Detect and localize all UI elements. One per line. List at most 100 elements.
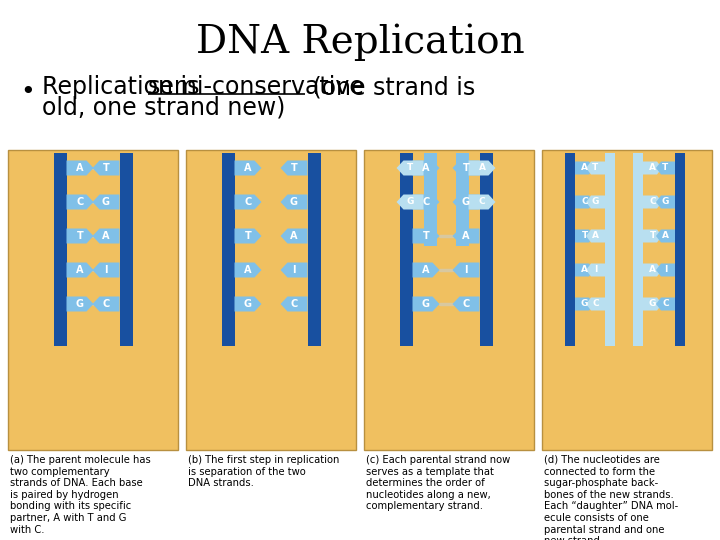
Bar bbox=[222, 153, 235, 346]
Text: T: T bbox=[407, 164, 413, 172]
Text: G: G bbox=[592, 198, 599, 206]
Polygon shape bbox=[452, 262, 480, 278]
Polygon shape bbox=[586, 195, 605, 208]
Text: (d) The nucleotides are
connected to form the
sugar-phosphate back-
bones of the: (d) The nucleotides are connected to for… bbox=[544, 455, 678, 540]
Text: •: • bbox=[21, 80, 35, 104]
Bar bbox=[400, 153, 413, 346]
Polygon shape bbox=[66, 262, 94, 278]
Text: I: I bbox=[292, 265, 296, 275]
Polygon shape bbox=[575, 230, 594, 242]
Text: C: C bbox=[581, 198, 588, 206]
Bar bbox=[675, 153, 685, 346]
Text: (b) The first step in replication
is separation of the two
DNA strands.: (b) The first step in replication is sep… bbox=[188, 455, 339, 488]
Text: I: I bbox=[594, 266, 597, 274]
Text: semi-conservative: semi-conservative bbox=[148, 75, 365, 99]
Text: T: T bbox=[593, 164, 598, 172]
Bar bbox=[542, 150, 712, 450]
Text: old, one strand new): old, one strand new) bbox=[42, 95, 285, 119]
Text: (one strand is: (one strand is bbox=[305, 75, 475, 99]
Text: DNA Replication: DNA Replication bbox=[196, 23, 524, 60]
Polygon shape bbox=[66, 194, 94, 210]
Bar bbox=[364, 150, 534, 450]
Polygon shape bbox=[92, 228, 120, 244]
Text: A: A bbox=[244, 163, 252, 173]
Polygon shape bbox=[575, 298, 594, 310]
Text: A: A bbox=[76, 265, 84, 275]
Bar bbox=[120, 153, 132, 346]
Text: T: T bbox=[662, 164, 669, 172]
Text: C: C bbox=[102, 299, 109, 309]
Polygon shape bbox=[235, 262, 261, 278]
Polygon shape bbox=[281, 194, 307, 210]
Text: C: C bbox=[592, 300, 599, 308]
Text: Replication is: Replication is bbox=[42, 75, 207, 99]
Polygon shape bbox=[656, 298, 675, 310]
Text: T: T bbox=[649, 232, 656, 240]
Text: A: A bbox=[649, 164, 656, 172]
Text: G: G bbox=[290, 197, 298, 207]
Text: I: I bbox=[464, 265, 468, 275]
Text: G: G bbox=[649, 300, 656, 308]
Polygon shape bbox=[586, 230, 605, 242]
Polygon shape bbox=[235, 228, 261, 244]
Polygon shape bbox=[452, 296, 480, 312]
Text: C: C bbox=[423, 197, 430, 207]
Polygon shape bbox=[586, 298, 605, 310]
Text: T: T bbox=[291, 163, 297, 173]
Polygon shape bbox=[66, 160, 94, 176]
Polygon shape bbox=[413, 160, 439, 176]
Text: T: T bbox=[423, 231, 429, 241]
Polygon shape bbox=[643, 161, 662, 174]
Polygon shape bbox=[469, 194, 495, 210]
Polygon shape bbox=[397, 160, 423, 176]
Text: C: C bbox=[244, 197, 251, 207]
Text: G: G bbox=[662, 198, 669, 206]
Polygon shape bbox=[643, 264, 662, 276]
Text: A: A bbox=[592, 232, 599, 240]
Polygon shape bbox=[575, 264, 594, 276]
Text: A: A bbox=[479, 164, 485, 172]
Polygon shape bbox=[413, 194, 439, 210]
Polygon shape bbox=[281, 262, 307, 278]
Polygon shape bbox=[92, 160, 120, 176]
Polygon shape bbox=[92, 262, 120, 278]
Polygon shape bbox=[413, 262, 439, 278]
Polygon shape bbox=[656, 195, 675, 208]
Text: G: G bbox=[462, 197, 470, 207]
Polygon shape bbox=[469, 160, 495, 176]
Bar bbox=[186, 150, 356, 450]
Polygon shape bbox=[66, 228, 94, 244]
Polygon shape bbox=[575, 161, 594, 174]
Polygon shape bbox=[643, 230, 662, 242]
Polygon shape bbox=[281, 160, 307, 176]
Bar bbox=[307, 153, 320, 346]
Text: (c) Each parental strand now
serves as a template that
determines the order of
n: (c) Each parental strand now serves as a… bbox=[366, 455, 510, 511]
Polygon shape bbox=[235, 296, 261, 312]
Polygon shape bbox=[281, 296, 307, 312]
Text: A: A bbox=[290, 231, 298, 241]
Bar bbox=[456, 153, 469, 246]
Text: A: A bbox=[462, 231, 469, 241]
Text: A: A bbox=[244, 265, 252, 275]
Polygon shape bbox=[235, 194, 261, 210]
Text: T: T bbox=[103, 163, 109, 173]
Text: T: T bbox=[463, 163, 469, 173]
Bar bbox=[565, 153, 575, 346]
Text: A: A bbox=[581, 164, 588, 172]
Polygon shape bbox=[452, 194, 480, 210]
Polygon shape bbox=[452, 160, 480, 176]
Text: C: C bbox=[662, 300, 669, 308]
Polygon shape bbox=[397, 194, 423, 210]
Polygon shape bbox=[92, 194, 120, 210]
Polygon shape bbox=[413, 228, 439, 244]
Text: C: C bbox=[290, 299, 297, 309]
Polygon shape bbox=[452, 228, 480, 244]
Polygon shape bbox=[656, 264, 675, 276]
Text: A: A bbox=[102, 231, 109, 241]
Text: G: G bbox=[244, 299, 252, 309]
Polygon shape bbox=[92, 296, 120, 312]
Text: T: T bbox=[76, 231, 84, 241]
Bar bbox=[423, 153, 436, 246]
Text: G: G bbox=[76, 299, 84, 309]
Polygon shape bbox=[656, 161, 675, 174]
